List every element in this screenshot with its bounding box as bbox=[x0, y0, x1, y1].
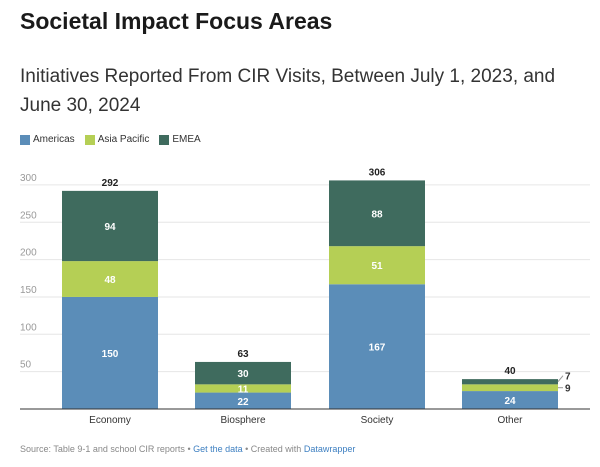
bar-segment bbox=[62, 190, 158, 262]
bar-segment bbox=[195, 392, 291, 409]
bar-segment bbox=[195, 361, 291, 385]
bar-segment bbox=[62, 261, 158, 297]
data-label: 30 bbox=[237, 369, 249, 380]
bar-segment bbox=[462, 379, 558, 385]
source-text: Source: Table 9-1 and school CIR reports bbox=[20, 444, 185, 454]
data-label: 88 bbox=[371, 209, 383, 220]
get-data-link[interactable]: Get the data bbox=[193, 444, 243, 454]
created-with-text: • Created with bbox=[242, 444, 304, 454]
data-label: 24 bbox=[504, 396, 516, 407]
data-label: 167 bbox=[369, 343, 386, 354]
data-label: 7 bbox=[565, 372, 571, 383]
legend: Americas Asia Pacific EMEA bbox=[20, 134, 201, 145]
chart-title: Societal Impact Focus Areas bbox=[20, 8, 333, 34]
bar-segment bbox=[329, 284, 425, 409]
bar-segment bbox=[329, 246, 425, 285]
separator: • bbox=[184, 444, 194, 454]
total-label: 306 bbox=[369, 167, 386, 178]
y-tick-label: 300 bbox=[20, 173, 37, 184]
datawrapper-link[interactable]: Datawrapper bbox=[303, 444, 356, 454]
data-label: 94 bbox=[104, 222, 116, 233]
footer: Source: Table 9-1 and school CIR reports… bbox=[20, 444, 355, 454]
data-label: 51 bbox=[371, 261, 383, 272]
legend-swatch bbox=[159, 134, 170, 145]
legend-item: Americas bbox=[20, 134, 75, 145]
data-label: 22 bbox=[237, 397, 249, 408]
x-tick-label: Society bbox=[361, 415, 394, 426]
bar-segment bbox=[195, 384, 291, 393]
legend-swatch bbox=[20, 134, 30, 145]
legend-item: EMEA bbox=[159, 134, 201, 145]
bar-segment bbox=[62, 296, 158, 409]
data-label: 150 bbox=[102, 349, 119, 360]
x-tick-label: Economy bbox=[89, 415, 131, 426]
leader-line bbox=[557, 375, 564, 383]
legend-label: Asia Pacific bbox=[97, 134, 150, 145]
bar-segment bbox=[329, 180, 425, 247]
total-label: 292 bbox=[102, 178, 119, 189]
y-tick-label: 250 bbox=[20, 210, 37, 221]
data-label: 9 bbox=[565, 384, 571, 395]
chart-subtitle: Initiatives Reported From CIR Visits, Be… bbox=[20, 66, 556, 116]
y-tick-label: 50 bbox=[20, 360, 32, 371]
legend-swatch bbox=[84, 134, 95, 145]
legend-label: Americas bbox=[33, 134, 75, 145]
total-label: 40 bbox=[504, 366, 516, 377]
data-label: 48 bbox=[104, 275, 116, 286]
y-tick-label: 200 bbox=[20, 248, 37, 259]
total-label: 63 bbox=[237, 349, 249, 360]
y-tick-label: 150 bbox=[20, 285, 37, 296]
legend-label: EMEA bbox=[172, 134, 201, 145]
bar-segment bbox=[462, 391, 558, 409]
y-tick-label: 100 bbox=[20, 322, 37, 333]
legend-item: Asia Pacific bbox=[84, 134, 150, 145]
data-label: 11 bbox=[238, 384, 249, 395]
bar-segment bbox=[462, 384, 558, 392]
x-tick-label: Other bbox=[497, 415, 523, 426]
x-tick-label: Biosphere bbox=[220, 415, 265, 426]
